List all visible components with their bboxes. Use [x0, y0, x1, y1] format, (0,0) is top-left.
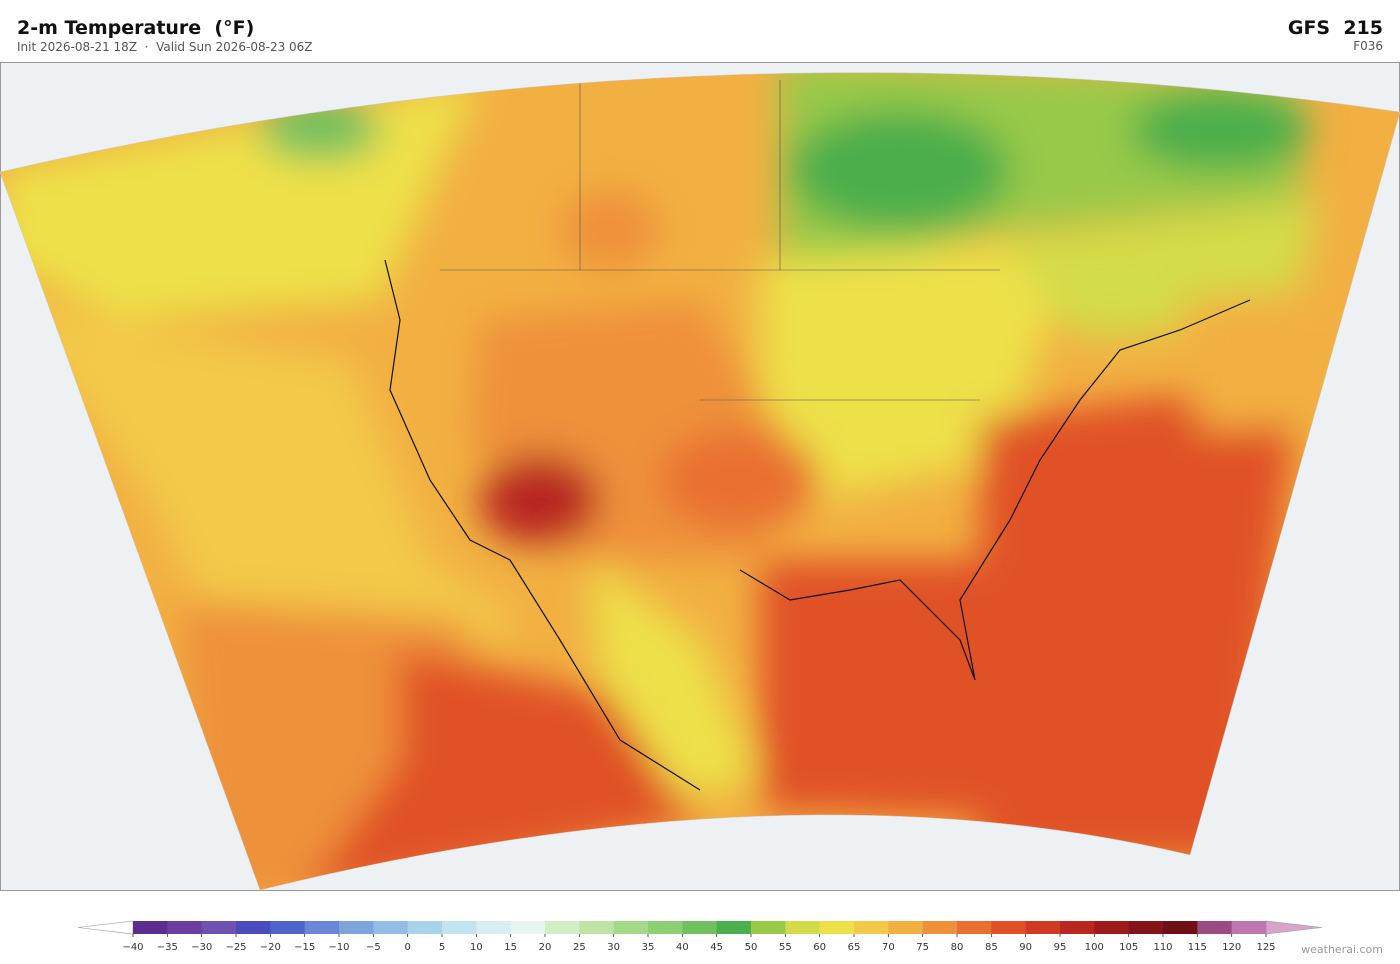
colorbar-tick-label: −10: [328, 942, 349, 953]
colorbar-tick-label: 40: [676, 942, 689, 953]
colorbar-bin: [442, 921, 477, 934]
colorbar-bin: [407, 921, 443, 934]
colorbar-tick-label: −30: [191, 942, 212, 953]
colorbar-bin: [1197, 921, 1232, 934]
colorbar-tick-label: 15: [504, 942, 517, 953]
colorbar-under: [77, 920, 134, 935]
colorbar-tick-label: 80: [951, 942, 964, 953]
colorbar-bin: [1025, 921, 1061, 934]
colorbar-bin: [476, 921, 511, 934]
colorbar-tick-label: 20: [539, 942, 552, 953]
colorbar-tick-label: 35: [642, 942, 655, 953]
colorbar-bin: [888, 921, 923, 934]
colorbar-tick-label: −40: [122, 942, 143, 953]
colorbar-bin: [304, 921, 340, 934]
colorbar-bin: [201, 921, 237, 934]
domain-outline: [0, 72, 1400, 891]
colorbar-bin: [716, 921, 752, 934]
colorbar-tick-label: 85: [985, 942, 998, 953]
colorbar-bin: [682, 921, 717, 934]
colorbar-tick-label: 105: [1119, 942, 1138, 953]
colorbar-tick-label: 10: [470, 942, 483, 953]
colorbar-tick-label: 75: [916, 942, 929, 953]
colorbar-tick-label: −15: [294, 942, 315, 953]
colorbar-over: [1265, 920, 1323, 935]
colorbar-bin: [1231, 921, 1267, 934]
colorbar-bin: [270, 921, 305, 934]
watermark: weatherai.com: [1301, 943, 1383, 956]
colorbar-tick-label: 115: [1188, 942, 1207, 953]
colorbar-bin: [510, 921, 546, 934]
colorbar-tick-label: 0: [404, 942, 410, 953]
colorbar-tick-label: 125: [1256, 942, 1275, 953]
title: 2-m Temperature (°F): [17, 17, 254, 39]
colorbar-bin: [819, 921, 855, 934]
colorbar-bin: [133, 921, 168, 934]
colorbar-tick-label: −25: [225, 942, 246, 953]
colorbar-bin: [167, 921, 202, 934]
colorbar-bin: [236, 921, 271, 934]
colorbar-bin: [613, 921, 649, 934]
colorbar-tick-label: 55: [779, 942, 792, 953]
colorbar-bin: [785, 921, 820, 934]
model: GFS 215: [1288, 17, 1383, 39]
colorbar-tick-label: 30: [607, 942, 620, 953]
colorbar-tick-label: 60: [813, 942, 826, 953]
colorbar-bin: [339, 921, 374, 934]
colorbar-tick-label: 5: [439, 942, 445, 953]
colorbar-tick-label: −5: [366, 942, 381, 953]
colorbar-bin: [922, 921, 958, 934]
colorbar-tick-label: 70: [882, 942, 895, 953]
colorbar-tick-label: −20: [260, 942, 281, 953]
colorbar-bin: [648, 921, 683, 934]
colorbar-bin: [1163, 921, 1198, 934]
colorbar-bin: [1060, 921, 1095, 934]
colorbar-bin: [579, 921, 614, 934]
colorbar-tick-label: 120: [1222, 942, 1241, 953]
colorbar-bin: [854, 921, 889, 934]
colorbar-bin: [957, 921, 992, 934]
colorbar-bin: [1094, 921, 1129, 934]
colorbar-bin: [1128, 921, 1164, 934]
colorbar-bin: [751, 921, 786, 934]
colorbar-tick-label: 45: [710, 942, 723, 953]
colorbar-bin: [373, 921, 408, 934]
colorbar-tick-label: 25: [573, 942, 586, 953]
colorbar-tick-label: −35: [157, 942, 178, 953]
colorbar-bin: [545, 921, 580, 934]
colorbar-tick-label: 65: [848, 942, 861, 953]
colorbar-tick-label: 100: [1085, 942, 1104, 953]
colorbar-tick-label: 95: [1054, 942, 1067, 953]
colorbar-bin: [991, 921, 1026, 934]
subtitle: Init 2026-08-21 18Z · Valid Sun 2026-08-…: [17, 40, 313, 54]
colorbar: −40 −35 −30 −25 −20 −15 −10 −5 0 5 10 15 20 25 30 35 40 4…: [77, 920, 1323, 953]
colorbar-tick-label: 110: [1153, 942, 1172, 953]
colorbar-tick-label: 50: [745, 942, 758, 953]
forecast-hour: F036: [1353, 39, 1383, 53]
colorbar-tick-label: 90: [1019, 942, 1032, 953]
